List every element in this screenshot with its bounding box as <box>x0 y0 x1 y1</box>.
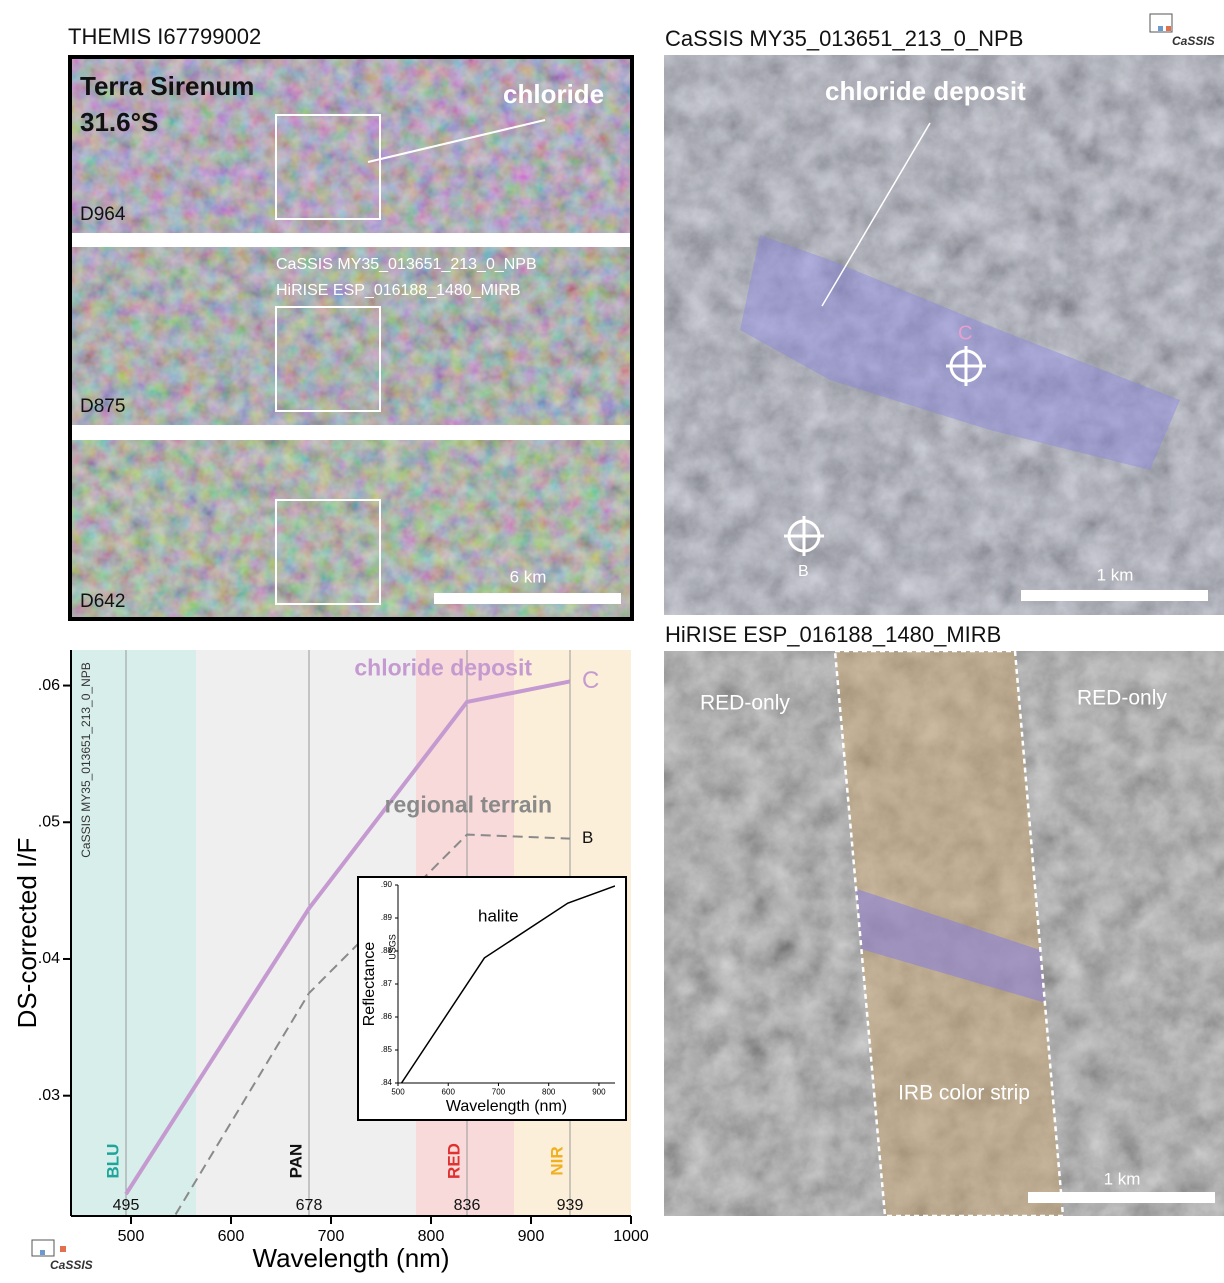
x-tick-label: 900 <box>518 1228 545 1245</box>
strip-label: D875 <box>80 396 125 417</box>
band-center-label: 495 <box>113 1197 140 1214</box>
y-tick-label: .05 <box>38 813 60 830</box>
curve-label: halite <box>478 906 519 925</box>
x-tick-label: 800 <box>542 1088 556 1097</box>
panel-title: CaSSIS MY35_013651_213_0_NPB <box>665 26 1023 51</box>
gap <box>72 425 630 440</box>
scale-bar <box>1028 1192 1215 1203</box>
end-label: B <box>582 828 593 847</box>
series-name: regional terrain <box>385 792 552 818</box>
y-tick-label: .87 <box>381 979 393 988</box>
region-label: Terra Sirenum <box>80 71 254 101</box>
y-tick-label: .90 <box>381 880 393 889</box>
figure: THEMIS I67799002 Terra Sirenum 31.6°S ch… <box>0 0 1224 1278</box>
y-axis-label: DS-corrected I/F <box>12 838 42 1029</box>
band-name: BLU <box>103 1144 122 1179</box>
scale-bar <box>1021 590 1208 601</box>
end-label: C <box>582 667 599 694</box>
scale-label: 1 km <box>1097 565 1134 584</box>
panel-title: HiRISE ESP_016188_1480_MIRB <box>665 622 1001 647</box>
latitude-label: 31.6°S <box>80 107 158 137</box>
band-center-label: 836 <box>454 1197 481 1214</box>
x-axis-label: Wavelength (nm) <box>446 1098 567 1115</box>
series-name: chloride deposit <box>354 655 532 681</box>
scale-label: 6 km <box>510 567 547 586</box>
scale-bar <box>434 593 621 604</box>
annotation: chloride deposit <box>825 76 1026 106</box>
x-axis-label: Wavelength (nm) <box>253 1243 450 1273</box>
y-axis-label: Reflectance <box>361 942 378 1027</box>
x-tick-label: 700 <box>492 1088 506 1097</box>
band-name: NIR <box>547 1146 566 1175</box>
y-tick-label: .85 <box>381 1045 393 1054</box>
source-label: USGS <box>387 934 397 960</box>
band-center-label: 939 <box>557 1197 584 1214</box>
strip-label: D642 <box>80 591 125 612</box>
y-tick-label: .06 <box>38 677 60 694</box>
logo-text: CaSSIS <box>50 1258 93 1272</box>
y-tick-label: .89 <box>381 913 393 922</box>
x-tick-label: 600 <box>442 1088 456 1097</box>
y-tick-label: .03 <box>38 1087 60 1104</box>
x-tick-label: 600 <box>218 1228 245 1245</box>
x-tick-label: 1000 <box>613 1228 649 1245</box>
strip-label: D964 <box>80 204 126 225</box>
region-label: IRB color strip <box>898 1082 1030 1105</box>
logo: CaSSIS <box>1150 14 1215 48</box>
x-tick-label: 500 <box>391 1088 405 1097</box>
charts: BLU 495 PAN 678 RED 836 NIR 939 500 600 700 800 900 1… <box>12 650 649 1278</box>
image-texture <box>72 247 630 425</box>
logo-text: CaSSIS <box>1172 34 1215 48</box>
x-tick-label: 900 <box>592 1088 606 1097</box>
image-texture <box>72 440 630 617</box>
footprint-label: CaSSIS MY35_013651_213_0_NPB <box>276 256 537 273</box>
footprint-label: HiRISE ESP_016188_1480_MIRB <box>276 282 521 299</box>
band-name: RED <box>444 1143 463 1179</box>
logo: CaSSIS <box>32 1240 93 1272</box>
band-center-label: 678 <box>296 1197 323 1214</box>
gap <box>72 233 630 247</box>
point-label: C <box>958 322 972 344</box>
region-label: RED-only <box>1077 687 1167 710</box>
side-label: CaSSIS MY35_013651_213_0_NPB <box>79 662 93 857</box>
x-tick-label: 500 <box>118 1228 145 1245</box>
y-tick-label: .84 <box>381 1078 393 1087</box>
region-label: RED-only <box>700 692 790 715</box>
y-tick-label: .86 <box>381 1012 393 1021</box>
scale-label: 1 km <box>1104 1169 1141 1188</box>
point-label: B <box>798 563 809 580</box>
band-name: PAN <box>286 1144 305 1179</box>
panel-title: THEMIS I67799002 <box>68 24 261 49</box>
annotation: chloride <box>503 79 604 109</box>
